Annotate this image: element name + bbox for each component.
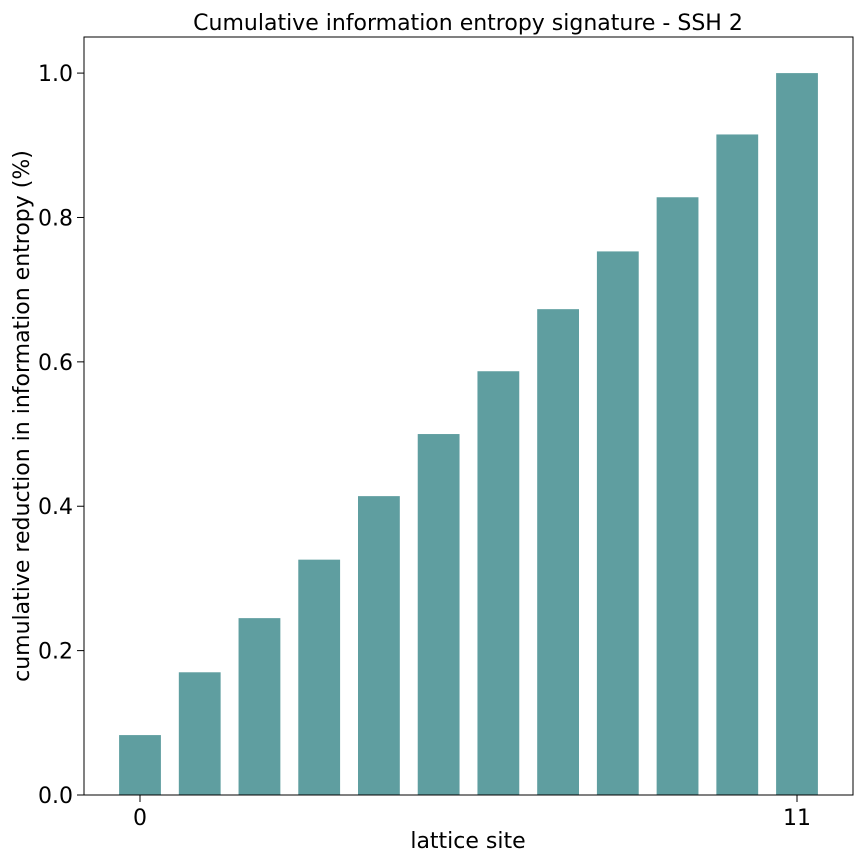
bar-10	[716, 134, 759, 795]
x-tick-label: 11	[783, 806, 811, 831]
bars-group	[119, 73, 818, 796]
y-tick-label: 0.4	[38, 495, 73, 520]
x-axis: 0 11	[133, 795, 811, 831]
bar-3	[298, 559, 341, 795]
x-tick-label: 0	[133, 806, 147, 831]
bar-7	[537, 309, 579, 795]
y-axis-label: cumulative reduction in information entr…	[10, 150, 35, 682]
plot-frame	[83, 36, 854, 796]
bar-11	[776, 73, 818, 796]
y-tick-label: 0.6	[38, 351, 73, 376]
y-tick-label: 1.0	[38, 62, 73, 87]
y-tick-label: 0.0	[38, 784, 73, 809]
y-tick-label: 0.2	[38, 640, 73, 665]
y-axis: 0.0 0.2 0.4 0.6 0.8 1.0	[38, 62, 84, 809]
bar-1	[178, 672, 221, 795]
bar-5	[417, 434, 460, 795]
bar-8	[596, 251, 639, 795]
x-axis-label: lattice site	[410, 829, 525, 854]
chart-title: Cumulative information entropy signature…	[193, 11, 743, 36]
y-tick-label: 0.8	[38, 206, 73, 231]
bar-6	[477, 371, 520, 795]
bar-4	[358, 496, 400, 795]
bar-2	[238, 618, 281, 795]
bar-0	[119, 735, 161, 795]
bar-9	[656, 197, 699, 795]
